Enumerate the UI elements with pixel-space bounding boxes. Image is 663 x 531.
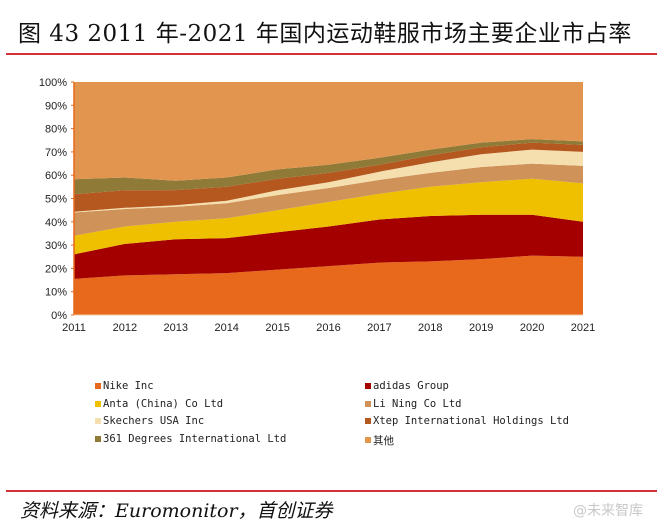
- area-series-anta-china-co-ltd: [74, 178, 583, 255]
- legend-item: Li Ning Co Ltd: [365, 398, 462, 410]
- x-tick-label: 2016: [316, 322, 340, 334]
- legend-label: Nike Inc: [103, 380, 154, 392]
- y-tick-label: 90%: [45, 100, 67, 112]
- legend-swatch: [365, 437, 371, 443]
- legend-swatch: [95, 435, 101, 442]
- x-tick-label: 2018: [418, 322, 442, 334]
- legend-item: Skechers USA Inc: [95, 415, 204, 427]
- figure-title: 图 43 2011 年-2021 年国内运动鞋服市场主要企业市占率: [18, 21, 632, 47]
- y-tick-label: 40%: [45, 217, 67, 229]
- legend-swatch: [365, 383, 371, 389]
- area-series-其他: [74, 82, 583, 181]
- area-layers: [74, 82, 583, 315]
- x-tick-label: 2019: [469, 322, 493, 334]
- watermark: @未来智库: [573, 503, 643, 519]
- legend-swatch: [95, 418, 101, 424]
- area-series-nike-inc: [74, 255, 583, 315]
- y-tick-label: 0%: [51, 310, 67, 322]
- y-tick-label: 60%: [45, 170, 67, 182]
- legend-item: 其他: [365, 433, 394, 448]
- legend-label: 361 Degrees International Ltd: [103, 432, 287, 445]
- y-tick-label: 50%: [45, 194, 67, 206]
- x-tick-label: 2020: [520, 322, 544, 334]
- legend-label: Skechers USA Inc: [103, 415, 205, 427]
- area-series-361-degrees-international-ltd: [74, 139, 583, 195]
- legend-item: 361 Degrees International Ltd: [95, 433, 286, 445]
- area-series-li-ning-co-ltd: [74, 163, 583, 236]
- area-series-xtep-international-holdings-ltd: [74, 142, 583, 212]
- y-tick-label: 10%: [45, 287, 67, 299]
- legend-item: Anta (China) Co Ltd: [95, 398, 223, 410]
- y-tick-label: 30%: [45, 240, 67, 252]
- area-series-adidas-group: [74, 214, 583, 279]
- legend-item: Xtep International Holdings Ltd: [365, 415, 569, 427]
- x-tick-label: 2013: [164, 322, 188, 334]
- legend-item: adidas Group: [365, 380, 449, 392]
- x-tick-label: 2012: [113, 322, 137, 334]
- legend-swatch: [365, 400, 371, 407]
- legend-swatch: [95, 400, 101, 407]
- y-tick-label: 70%: [45, 147, 67, 159]
- x-tick-label: 2017: [367, 322, 391, 334]
- x-tick-label: 2021: [571, 322, 595, 334]
- source-note: 资料来源：Euromonitor，首创证券: [20, 500, 333, 522]
- y-tick-label: 80%: [45, 124, 67, 136]
- legend-label: Li Ning Co Ltd: [373, 397, 462, 410]
- legend-swatch: [365, 418, 371, 424]
- legend-label: Anta (China) Co Ltd: [103, 397, 224, 410]
- legend-item: Nike Inc: [95, 380, 154, 392]
- y-tick-label: 100%: [39, 77, 67, 89]
- x-tick-label: 2014: [214, 322, 238, 334]
- footer-rule: [6, 490, 657, 492]
- area-series-skechers-usa-inc: [74, 149, 583, 213]
- legend-label: Xtep International Holdings Ltd: [373, 415, 569, 427]
- y-axis: 0% 10% 20% 30% 40% 50% 60% 70% 80% 90% 100%: [39, 77, 75, 322]
- y-tick-label: 20%: [45, 263, 67, 275]
- title-underline: [6, 53, 657, 55]
- x-tick-label: 2011: [62, 322, 86, 334]
- legend-label: adidas Group: [373, 380, 449, 392]
- x-axis: 2011 2012 2013 2014 2015 2016 2017 2018 2019 2020…: [62, 314, 595, 334]
- legend-swatch: [95, 383, 101, 389]
- legend-label: 其他: [373, 434, 394, 447]
- stacked-area-chart: 0%10%20%30%40%50%60%70%80%90%100% 2011 20…: [39, 77, 595, 334]
- x-tick-label: 2015: [265, 322, 289, 334]
